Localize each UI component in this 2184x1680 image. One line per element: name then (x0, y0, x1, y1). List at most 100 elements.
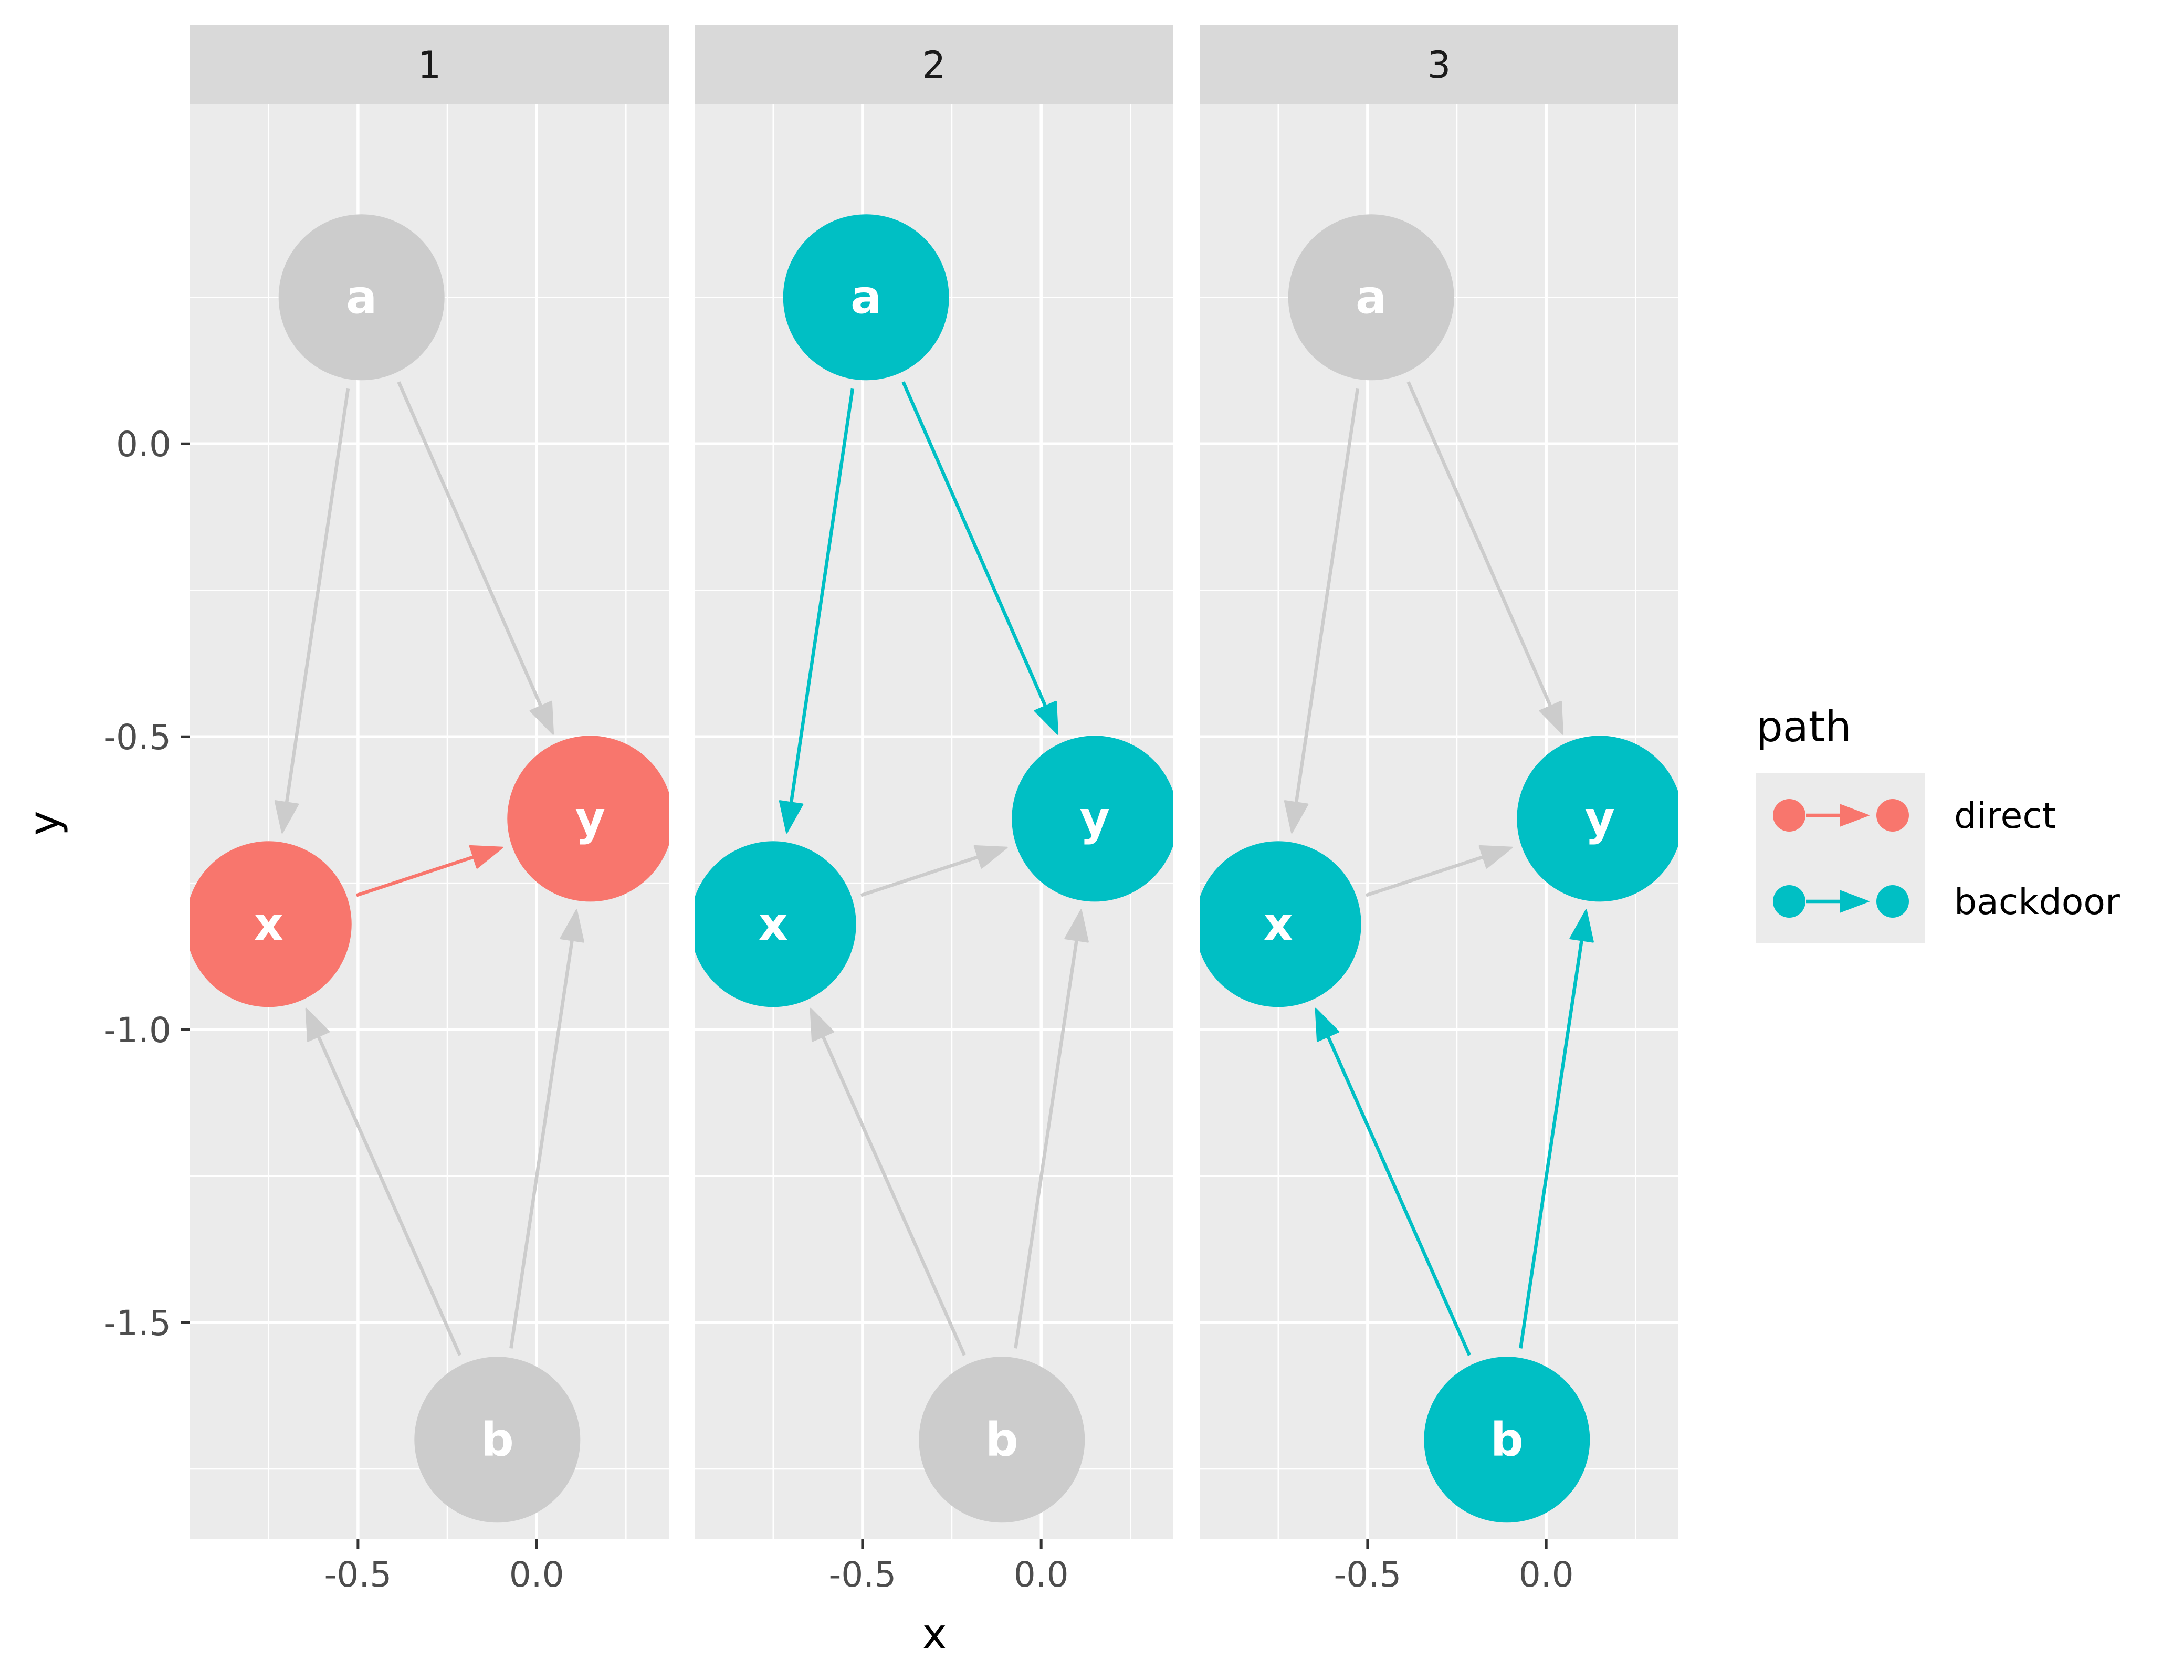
legend-key-circle (1876, 885, 1909, 918)
legend-key-backdoor: backdoor (1773, 881, 2120, 923)
y-tick-label: -1.0 (103, 1010, 171, 1051)
legend-key-arrowhead (1840, 890, 1870, 913)
edge-arrowhead (529, 700, 554, 735)
node-y: y (1012, 736, 1173, 902)
edge-arrowhead (274, 800, 299, 834)
facet-strip (1200, 25, 1678, 104)
edge-b-x (810, 1007, 966, 1356)
dag-content: a x y b (1200, 214, 1678, 1523)
edge-a-y (901, 381, 1059, 735)
edge-arrowhead (1315, 1007, 1340, 1042)
legend-keys: direct backdoor (1773, 795, 2120, 923)
facet-strip (695, 25, 1173, 104)
node-y: y (507, 736, 669, 902)
node-label: y (575, 791, 605, 845)
edge-a-x (274, 388, 350, 834)
edge-x-y (860, 845, 1008, 897)
edge-arrowhead (305, 1007, 330, 1042)
node-label: y (1585, 791, 1615, 845)
edge-b-x (1315, 1007, 1471, 1356)
legend-label: direct (1954, 795, 2056, 837)
node-circle (1424, 1357, 1590, 1523)
legend-key-circle (1773, 885, 1805, 918)
x-tick-label: 0.0 (509, 1555, 564, 1595)
node-circle (1288, 214, 1454, 381)
node-a: a (278, 214, 445, 381)
facet-strip (190, 25, 669, 104)
edge-a-y (397, 381, 554, 735)
node-a: a (783, 214, 949, 381)
facet-strip-label: 1 (418, 44, 442, 87)
edge-arrowhead (973, 845, 1008, 869)
node-label: b (1490, 1412, 1524, 1466)
facet-panel-1: 1 a x y b (190, 25, 669, 1539)
edge-arrowhead (560, 909, 584, 943)
edge-a-y (1406, 381, 1564, 735)
node-label: a (1356, 270, 1387, 324)
x-tick-label: 0.0 (1519, 1555, 1574, 1595)
legend: path direct backdoor (1756, 702, 2120, 943)
node-x: x (190, 841, 352, 1007)
edge-b-y (1014, 909, 1089, 1349)
edge-b-y (1519, 909, 1594, 1349)
node-circle (919, 1357, 1085, 1523)
node-circle (1517, 736, 1678, 902)
node-b: b (414, 1357, 581, 1523)
node-x: x (1200, 841, 1361, 1007)
dag-content: a x y b (190, 214, 669, 1523)
y-axis-title: y (20, 811, 69, 835)
edge-arrowhead (1284, 800, 1309, 834)
x-tick-label: 0.0 (1014, 1555, 1069, 1595)
edge-arrowhead (1034, 700, 1059, 735)
legend-key-direct: direct (1773, 795, 2056, 837)
node-label: a (346, 270, 377, 324)
node-x: x (695, 841, 856, 1007)
facet-panel-3: 3 a x y b (1200, 25, 1678, 1539)
legend-label: backdoor (1954, 881, 2120, 923)
node-b: b (919, 1357, 1085, 1523)
edge-b-y (509, 909, 584, 1349)
facet-panel-2: 2 a x y b (695, 25, 1173, 1539)
node-circle (1200, 841, 1361, 1007)
node-b: b (1424, 1357, 1590, 1523)
node-circle (1012, 736, 1173, 902)
edge-a-x (779, 388, 855, 834)
edge-x-y (1365, 845, 1513, 897)
edge-x-y (355, 845, 503, 897)
legend-key-background (1756, 773, 1925, 943)
node-label: x (758, 897, 788, 951)
x-tick-label: -0.5 (828, 1555, 896, 1595)
node-label: x (1263, 897, 1293, 951)
edge-b-x (305, 1007, 461, 1356)
node-label: y (1080, 791, 1110, 845)
y-axis: 0.0 -0.5 -1.0 -1.5 (103, 424, 190, 1343)
node-label: x (254, 897, 284, 951)
x-axis: -0.5 0.0 -0.5 0.0 -0.5 0.0 (324, 1539, 1574, 1595)
node-label: b (985, 1412, 1018, 1466)
x-axis-title: x (922, 1610, 947, 1658)
node-circle (507, 736, 669, 902)
edge-a-x (1284, 388, 1360, 834)
edge-arrowhead (1478, 845, 1513, 869)
dag-content: a x y b (695, 214, 1173, 1523)
edge-arrowhead (1064, 909, 1089, 943)
edge-arrowhead (810, 1007, 835, 1042)
node-circle (190, 841, 352, 1007)
facet-strip-label: 3 (1427, 44, 1451, 87)
legend-key-arrowhead (1840, 804, 1870, 827)
node-circle (278, 214, 445, 381)
legend-key-circle (1876, 799, 1909, 832)
edge-arrowhead (1539, 700, 1564, 735)
y-tick-label: -0.5 (103, 717, 171, 758)
edge-arrowhead (779, 800, 804, 834)
legend-title: path (1756, 702, 1852, 751)
facet-strip-label: 2 (922, 44, 946, 87)
node-circle (783, 214, 949, 381)
x-tick-label: -0.5 (1334, 1555, 1401, 1595)
legend-key-circle (1773, 799, 1805, 832)
y-tick-label: 0.0 (116, 424, 171, 465)
node-label: b (481, 1412, 514, 1466)
node-circle (695, 841, 856, 1007)
x-tick-label: -0.5 (324, 1555, 392, 1595)
